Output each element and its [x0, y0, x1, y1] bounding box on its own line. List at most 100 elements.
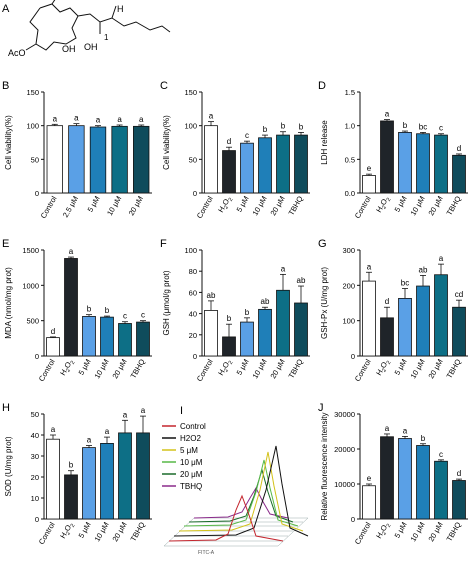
x-tick-label: 20 μM — [110, 358, 128, 381]
bar-1 — [68, 125, 85, 194]
bar-1 — [380, 436, 394, 520]
significance-letter: bc — [419, 122, 427, 131]
y-tick-label: 200 — [342, 281, 355, 290]
x-tick-label: 10 μM — [250, 195, 268, 218]
y-tick-label: 20000 — [334, 445, 355, 454]
significance-letter: c — [439, 124, 443, 133]
y-tick-label: 0 — [351, 352, 355, 361]
significance-letter: b — [263, 125, 268, 134]
significance-letter: a — [403, 426, 408, 435]
bar-4 — [118, 323, 132, 357]
y-axis-label: MDA (nmol/mg prot) — [4, 267, 13, 339]
bar-4 — [276, 289, 290, 357]
x-tick-label: 10 μM — [408, 358, 426, 381]
x-tick-label: 10 μM — [408, 521, 426, 544]
bar-1 — [222, 150, 236, 194]
bar-2 — [398, 438, 412, 520]
significance-letter: e — [367, 164, 372, 173]
bar-4 — [434, 274, 448, 357]
y-axis-label: Relative fluorescence intensity — [320, 412, 329, 520]
x-tick-label: H2O2 — [58, 358, 76, 379]
significance-letter: ab — [207, 291, 216, 300]
y-tick-label: 0 — [351, 515, 355, 524]
significance-letter: a — [123, 410, 128, 419]
bar-3 — [111, 125, 128, 194]
chart-d: D LDH release 0.0 0.5 1.0 1.5 e Control a H2O2 b 5 … — [318, 80, 468, 220]
x-tick-label: 5 μM — [77, 521, 93, 540]
histogram-20um — [188, 468, 294, 523]
bar-5 — [136, 432, 150, 520]
x-tick-label: TBHQ — [445, 520, 463, 543]
x-tick-label: 20 μM — [426, 358, 444, 381]
y-tick-label: 40 — [31, 431, 39, 440]
hydrogen-label: H — [117, 4, 124, 14]
x-tick-label: 5 μM — [393, 195, 409, 214]
significance-letter: a — [96, 116, 101, 125]
bar-5 — [136, 321, 150, 357]
bar-2 — [82, 316, 96, 357]
flow-cytometry-plot: I Control H2O2 5 μM 10 μM 20 μM TBHQ — [162, 405, 309, 556]
significance-letter: b — [281, 122, 286, 131]
x-tick-label: 10 μM — [408, 195, 426, 218]
panel-label-h: H — [2, 402, 10, 414]
y-tick-label: 0 — [193, 352, 197, 361]
significance-letter: ab — [261, 297, 270, 306]
bar-3 — [258, 137, 272, 194]
y-axis-label: Cell viability(%) — [4, 115, 13, 170]
panel-h: H SOD (U/mg prot) 0 10 20 30 40 50 a Control b H2O2… — [0, 400, 158, 559]
x-tick-label: H2O2 — [374, 195, 392, 216]
significance-letter: a — [281, 264, 286, 273]
y-tick-label: 1.0 — [345, 122, 355, 131]
significance-letter: a — [385, 424, 390, 433]
bar-3 — [416, 445, 430, 520]
significance-letter: a — [385, 110, 390, 119]
bar-5 — [294, 134, 308, 194]
significance-letter: c — [245, 131, 249, 140]
panel-label-b: B — [2, 80, 9, 92]
x-tick-label: Control — [353, 357, 373, 383]
bar-5 — [452, 480, 466, 520]
panel-label-e: E — [2, 238, 9, 250]
x-tick-label: 5 μM — [235, 358, 251, 377]
x-tick-label: Control — [353, 194, 373, 220]
bar-3 — [416, 285, 430, 357]
bar-1 — [380, 120, 394, 194]
x-tick-label: 5 μM — [86, 195, 102, 214]
x-tick-label: 10 μM — [105, 195, 123, 218]
inset-legend: Control H2O2 5 μM 10 μM 20 μM TBHQ — [162, 422, 206, 491]
x-tick-label: H2O2 — [374, 521, 392, 542]
hydroxyl-label-2: OH — [84, 42, 98, 52]
bar-4 — [434, 134, 448, 194]
x-tick-label: 10 μM — [250, 358, 268, 381]
panel-label-i: I — [180, 405, 183, 417]
histogram-10um — [183, 459, 299, 527]
y-tick-label: 10000 — [334, 480, 355, 489]
bar-4 — [276, 134, 290, 194]
chart-g: G GSH-Px (U/mg prot) 0 100 200 300 a Control d H2… — [318, 238, 468, 383]
y-axis-label: SOD (U/mg prot) — [4, 436, 13, 496]
significance-letter: b — [299, 122, 304, 131]
x-tick-label: 5 μM — [235, 195, 251, 214]
panel-c: C Cell viability(%) 0 50 100 150 a Control d H2O2… — [158, 78, 316, 233]
x-tick-label: TBHQ — [129, 357, 147, 380]
bar-0 — [362, 485, 376, 520]
panel-label-j: J — [318, 402, 324, 414]
y-tick-label: 100 — [342, 317, 355, 326]
y-tick-label: 150 — [26, 88, 39, 97]
x-tick-label: H2O2 — [216, 358, 234, 379]
panel-label-g: G — [318, 238, 327, 250]
x-tick-label: 10 μM — [92, 521, 110, 544]
y-tick-label: 0 — [35, 515, 39, 524]
hydroxyl-label-1: OH — [62, 44, 76, 54]
significance-letter: d — [457, 469, 461, 478]
bar-4 — [133, 125, 150, 194]
x-tick-label: 5 μM — [77, 358, 93, 377]
legend-label-tbhq: TBHQ — [180, 482, 202, 491]
inset-floor-grid — [163, 517, 309, 547]
histogram-control — [168, 494, 284, 542]
significance-letter: a — [367, 262, 372, 271]
panel-label-f: F — [160, 238, 167, 250]
x-tick-label: 20 μM — [268, 195, 286, 218]
bar-5 — [294, 302, 308, 357]
chart-c: C Cell viability(%) 0 50 100 150 a Control d H2O2… — [160, 80, 310, 220]
